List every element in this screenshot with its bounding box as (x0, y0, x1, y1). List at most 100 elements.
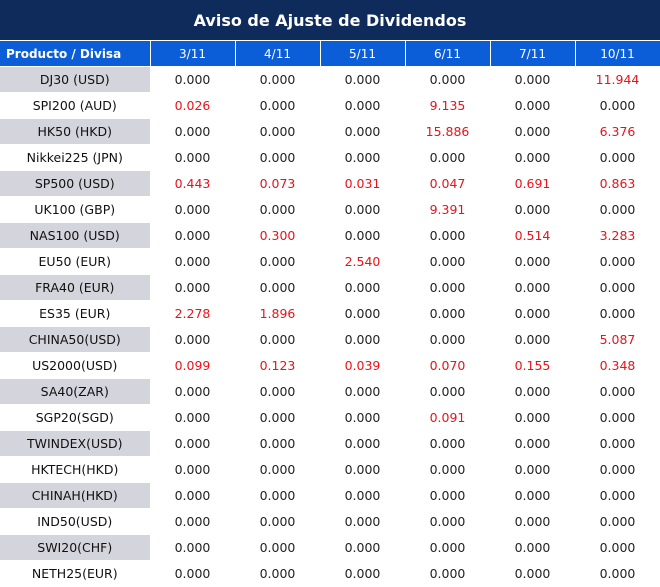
table-row: ES35 (EUR) 2.278 1.896 0.000 0.000 0.000 0.000 (0, 300, 660, 327)
dividend-value-cell: 0.000 (150, 326, 236, 353)
dividend-value-cell: 0.000 (150, 482, 236, 509)
dividend-value-cell: 5.087 (575, 326, 660, 353)
dividend-value-cell: 0.000 (490, 430, 576, 457)
dividend-value-cell: 0.000 (235, 456, 321, 483)
dividend-value-cell: 0.000 (320, 118, 406, 145)
dividend-value-cell: 0.000 (235, 326, 321, 353)
product-cell: HKTECH(HKD) (0, 456, 151, 483)
table-row: HK50 (HKD) 0.000 0.000 0.000 15.886 0.000 6.37… (0, 118, 660, 145)
table-row: SWI20(CHF) 0.000 0.000 0.000 0.000 0.000 0.000 (0, 534, 660, 561)
column-header-date: 6/11 (405, 41, 491, 67)
dividend-value-cell: 0.000 (150, 144, 236, 171)
product-cell: EU50 (EUR) (0, 248, 151, 275)
dividend-value-cell: 0.000 (575, 92, 660, 119)
dividend-value-cell: 0.000 (235, 196, 321, 223)
dividend-value-cell: 9.135 (405, 92, 491, 119)
dividend-value-cell: 0.000 (490, 144, 576, 171)
dividend-value-cell: 0.000 (490, 404, 576, 431)
product-cell: TWINDEX(USD) (0, 430, 151, 457)
dividend-value-cell: 0.000 (150, 222, 236, 249)
dividend-value-cell: 0.031 (320, 170, 406, 197)
table-row: FRA40 (EUR) 0.000 0.000 0.000 0.000 0.000 0.00… (0, 274, 660, 301)
dividend-value-cell: 0.000 (405, 274, 491, 301)
table-row: CHINA50(USD) 0.000 0.000 0.000 0.000 0.000 5.0… (0, 326, 660, 353)
dividend-value-cell: 0.000 (320, 222, 406, 249)
dividend-value-cell: 0.000 (490, 378, 576, 405)
product-cell: Nikkei225 (JPN) (0, 144, 151, 171)
dividend-value-cell: 0.000 (150, 534, 236, 561)
dividend-value-cell: 0.000 (490, 534, 576, 561)
dividend-value-cell: 0.000 (575, 196, 660, 223)
dividend-value-cell: 0.000 (235, 248, 321, 275)
dividend-value-cell: 0.000 (575, 456, 660, 483)
dividend-value-cell: 0.073 (235, 170, 321, 197)
column-header-date: 5/11 (320, 41, 406, 67)
dividend-value-cell: 0.000 (405, 222, 491, 249)
dividend-value-cell: 2.278 (150, 300, 236, 327)
dividend-value-cell: 0.000 (405, 560, 491, 587)
dividend-value-cell: 0.000 (235, 144, 321, 171)
dividend-value-cell: 0.000 (405, 326, 491, 353)
dividend-value-cell: 1.896 (235, 300, 321, 327)
product-cell: DJ30 (USD) (0, 66, 151, 93)
dividend-value-cell: 0.300 (235, 222, 321, 249)
dividend-value-cell: 0.000 (150, 430, 236, 457)
dividend-value-cell: 0.000 (150, 456, 236, 483)
dividend-value-cell: 0.000 (490, 118, 576, 145)
dividend-value-cell: 0.000 (575, 300, 660, 327)
dividend-value-cell: 0.000 (150, 66, 236, 93)
table-row: Nikkei225 (JPN) 0.000 0.000 0.000 0.000 0.000… (0, 144, 660, 171)
dividend-value-cell: 0.000 (490, 66, 576, 93)
dividend-value-cell: 0.000 (320, 456, 406, 483)
table-body: DJ30 (USD) 0.000 0.000 0.000 0.000 0.000 11.94… (0, 66, 660, 587)
column-header-product: Producto / Divisa (0, 41, 151, 67)
dividend-value-cell: 0.000 (235, 560, 321, 587)
dividend-value-cell: 15.886 (405, 118, 491, 145)
dividend-value-cell: 0.000 (320, 196, 406, 223)
dividend-value-cell: 0.155 (490, 352, 576, 379)
dividend-value-cell: 0.000 (405, 378, 491, 405)
product-cell: ES35 (EUR) (0, 300, 151, 327)
dividend-value-cell: 0.000 (490, 196, 576, 223)
dividend-value-cell: 0.000 (405, 534, 491, 561)
dividend-value-cell: 0.000 (405, 456, 491, 483)
dividend-value-cell: 0.000 (575, 274, 660, 301)
dividend-value-cell: 0.000 (575, 508, 660, 535)
table-row: HKTECH(HKD) 0.000 0.000 0.000 0.000 0.000 0.00… (0, 456, 660, 483)
dividend-value-cell: 0.000 (320, 482, 406, 509)
product-cell: UK100 (GBP) (0, 196, 151, 223)
dividend-value-cell: 0.000 (235, 482, 321, 509)
dividend-value-cell: 0.000 (490, 92, 576, 119)
dividend-value-cell: 0.000 (150, 196, 236, 223)
dividend-value-cell: 0.000 (235, 378, 321, 405)
dividend-value-cell: 0.000 (320, 430, 406, 457)
dividend-value-cell: 9.391 (405, 196, 491, 223)
page-title: Aviso de Ajuste de Dividendos (0, 0, 660, 41)
table-row: SGP20(SGD) 0.000 0.000 0.000 0.091 0.000 0.000 (0, 404, 660, 431)
dividend-value-cell: 0.000 (320, 66, 406, 93)
dividend-value-cell: 0.000 (490, 508, 576, 535)
dividend-value-cell: 0.047 (405, 170, 491, 197)
dividend-value-cell: 0.000 (490, 274, 576, 301)
table-header-row: Producto / Divisa 3/11 4/11 5/11 6/11 7/… (0, 41, 660, 67)
dividend-value-cell: 0.000 (575, 404, 660, 431)
dividend-value-cell: 0.000 (320, 560, 406, 587)
product-cell: HK50 (HKD) (0, 118, 151, 145)
column-header-date: 10/11 (575, 41, 660, 67)
dividend-value-cell: 0.000 (150, 118, 236, 145)
dividend-value-cell: 0.000 (575, 430, 660, 457)
dividend-value-cell: 0.123 (235, 352, 321, 379)
dividend-value-cell: 0.000 (405, 430, 491, 457)
dividend-value-cell: 0.000 (320, 534, 406, 561)
product-cell: NETH25(EUR) (0, 560, 151, 587)
table-row: NAS100 (USD) 0.000 0.300 0.000 0.000 0.514 3.2… (0, 222, 660, 249)
dividend-value-cell: 0.000 (150, 274, 236, 301)
dividend-value-cell: 0.000 (235, 404, 321, 431)
product-cell: SP500 (USD) (0, 170, 151, 197)
dividend-value-cell: 0.691 (490, 170, 576, 197)
dividend-value-cell: 0.443 (150, 170, 236, 197)
dividend-value-cell: 0.000 (490, 560, 576, 587)
dividend-value-cell: 0.000 (320, 508, 406, 535)
dividend-value-cell: 0.000 (320, 274, 406, 301)
